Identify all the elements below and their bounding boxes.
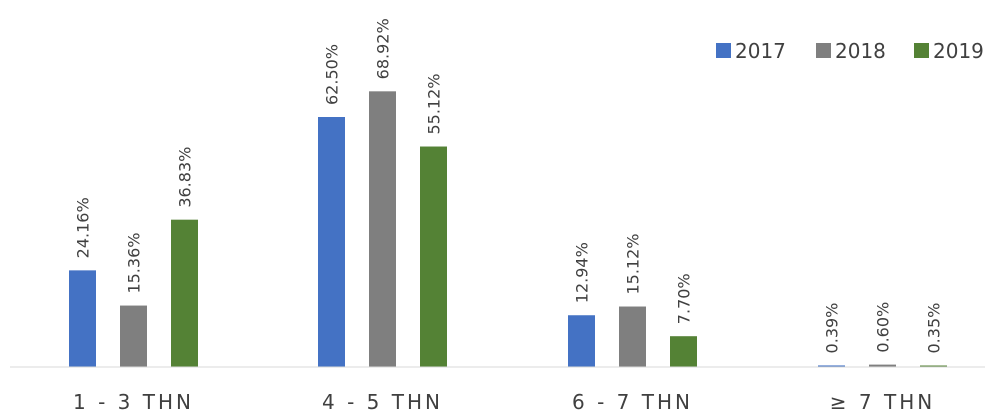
legend-label-2017: 2017: [735, 39, 786, 63]
data-label-2017-3: 12.94%: [573, 242, 592, 303]
data-label-2018-4: 0.60%: [874, 302, 893, 353]
category-labels-group: 1 - 3 THN 4 - 5 THN 6 - 7 THN ≥ 7 THN: [73, 390, 935, 414]
bar-2019-2: [420, 146, 447, 367]
legend-label-2019: 2019: [933, 39, 984, 63]
data-label-2019-2: 55.12%: [425, 74, 444, 135]
data-label-2017-2: 62.50%: [323, 44, 342, 105]
bar-2018-3: [619, 306, 646, 367]
data-label-2019-1: 36.83%: [176, 147, 195, 208]
bar-2017-1: [69, 270, 96, 367]
bar-2018-1: [120, 305, 147, 367]
value-labels-group: 24.16% 15.36% 36.83% 62.50% 68.92% 55.12% 12.9…: [74, 18, 944, 353]
data-label-2017-1: 24.16%: [74, 197, 93, 258]
data-label-2017-4: 0.39%: [823, 303, 842, 354]
data-label-2018-3: 15.12%: [624, 234, 643, 295]
bar-2017-4: [818, 365, 845, 367]
legend: 2017 2018 2019: [716, 39, 984, 63]
bar-2019-3: [670, 336, 697, 367]
bar-2017-2: [318, 117, 345, 367]
bar-2019-4: [920, 365, 947, 367]
legend-label-2018: 2018: [835, 39, 886, 63]
legend-swatch-2019: [914, 43, 929, 58]
bars-group: [69, 91, 947, 367]
category-label-1: 1 - 3 THN: [73, 390, 194, 414]
category-label-2: 4 - 5 THN: [322, 390, 443, 414]
legend-swatch-2017: [716, 43, 731, 58]
category-label-3: 6 - 7 THN: [572, 390, 693, 414]
bar-2019-1: [171, 219, 198, 367]
data-label-2018-1: 15.36%: [125, 233, 144, 294]
category-label-4: ≥ 7 THN: [830, 390, 935, 414]
data-label-2019-4: 0.35%: [925, 303, 944, 354]
bar-2018-4: [869, 364, 896, 367]
data-label-2019-3: 7.70%: [675, 273, 694, 324]
bar-2017-3: [568, 315, 595, 367]
bar-2018-2: [369, 91, 396, 367]
data-label-2018-2: 68.92%: [374, 18, 393, 79]
legend-swatch-2018: [816, 43, 831, 58]
